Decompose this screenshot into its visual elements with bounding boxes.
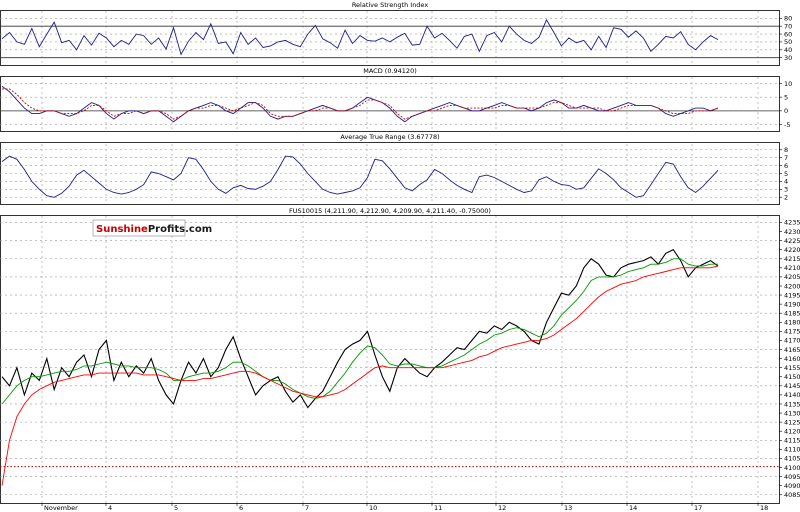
price-ytick-label: 4090 (784, 482, 800, 490)
data-layer (1, 18, 719, 486)
price-line (1, 248, 719, 409)
price-ytick-label: 4115 (784, 437, 800, 445)
rsi-ytick-label: 30 (784, 54, 792, 62)
atr-title: Average True Range (3.67778) (340, 133, 439, 141)
time-tick-label: 14 (629, 504, 637, 512)
rsi-ytick-label: 50 (784, 38, 792, 46)
price-ytick-label: 4130 (784, 409, 800, 417)
svg-text:SunshineProfits.com: SunshineProfits.com (96, 224, 212, 235)
macd-ytick-label: -5 (784, 121, 790, 129)
price-panel (0, 215, 780, 504)
rsi-ytick-label: 60 (784, 30, 792, 38)
price-ytick-label: 4235 (784, 219, 800, 227)
short-ma-line (1, 258, 718, 405)
price-ytick-label: 4085 (784, 491, 800, 499)
price-ytick-label: 4180 (784, 319, 800, 327)
rsi-ytick-label: 40 (784, 46, 792, 54)
atr-ytick-label: 2 (784, 194, 788, 202)
macd-ytick-label: 0 (784, 107, 788, 115)
price-ytick-label: 4150 (784, 373, 800, 381)
price-ytick-label: 4205 (784, 273, 800, 281)
price-ytick-label: 4195 (784, 291, 800, 299)
time-tick-label: 13 (564, 504, 572, 512)
macd-panel (0, 76, 780, 132)
atr-ytick-label: 3 (784, 186, 788, 194)
price-ytick-label: 4170 (784, 337, 800, 345)
rsi-title: Relative Strength Index (352, 1, 429, 9)
atr-ytick-label: 4 (784, 178, 788, 186)
brand-logo: SunshineProfits.com (92, 219, 212, 237)
macd-ytick-label: 5 (784, 93, 788, 101)
brand-logo-part1: Sunshine (96, 224, 148, 235)
price-ytick-label: 4230 (784, 228, 800, 236)
time-tick-label: 17 (694, 504, 702, 512)
macd-ytick-label: 10 (784, 80, 792, 88)
macd-signal-line (2, 88, 719, 120)
price-ytick-label: 4225 (784, 237, 800, 245)
time-axis: November 4 5 6 7 10 11 12 13 14 17 18 (41, 503, 768, 512)
atr-ytick-label: 6 (784, 162, 788, 170)
price-ytick-label: 4165 (784, 346, 800, 354)
time-tick-label: 12 (498, 504, 506, 512)
price-ytick-label: 4175 (784, 328, 800, 336)
price-title: FUS10015 (4,211.90, 4,212.90, 4,209.90, … (289, 207, 491, 215)
macd-title: MACD (0.94120) (363, 67, 417, 75)
atr-ytick-label: 8 (784, 146, 788, 154)
price-ytick-label: 4200 (784, 282, 800, 290)
time-tick-label: 11 (434, 504, 442, 512)
rsi-ytick-label: 80 (784, 15, 792, 23)
price-ytick-label: 4185 (784, 310, 800, 318)
price-ytick-label: 4140 (784, 391, 800, 399)
price-ytick-label: 4220 (784, 246, 800, 254)
price-ytick-label: 4160 (784, 355, 800, 363)
price-ytick-label: 4210 (784, 264, 800, 272)
time-tick-label: 18 (760, 504, 768, 512)
time-tick-label: 7 (305, 504, 309, 512)
brand-logo-part2: Profits.com (148, 224, 212, 235)
rsi-line (1, 18, 719, 56)
atr-line (1, 155, 719, 198)
price-ytick-label: 4155 (784, 364, 800, 372)
price-ytick-label: 4190 (784, 300, 800, 308)
price-ytick-label: 4095 (784, 473, 800, 481)
price-ytick-label: 4110 (784, 446, 800, 454)
rsi-ytick-label: 70 (784, 22, 792, 30)
time-tick-label: 5 (174, 504, 178, 512)
time-tick-label: 6 (239, 504, 243, 512)
long-ma-line (1, 265, 719, 486)
price-ytick-label: 4215 (784, 255, 800, 263)
price-ytick-label: 4145 (784, 382, 800, 390)
rsi-panel (0, 10, 780, 66)
time-tick-label: November (44, 504, 78, 512)
price-ytick-label: 4100 (784, 464, 800, 472)
atr-ytick-label: 5 (784, 170, 788, 178)
price-ytick-label: 4125 (784, 418, 800, 426)
time-tick-label: 10 (369, 504, 377, 512)
price-ytick-label: 4135 (784, 400, 800, 408)
time-tick-label: 4 (108, 504, 112, 512)
price-ytick-label: 4120 (784, 428, 800, 436)
tick-layer: 8070605040301050-58765432423542304225422… (779, 15, 800, 499)
atr-ytick-label: 7 (784, 154, 788, 162)
price-ytick-label: 4105 (784, 455, 800, 463)
